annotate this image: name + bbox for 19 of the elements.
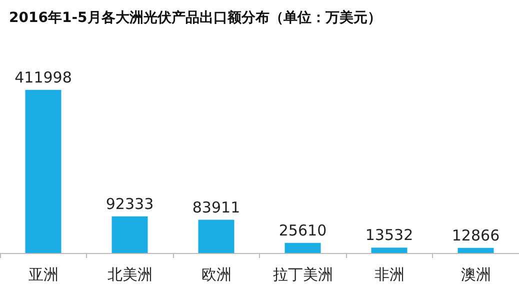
x-tick-label: 北美洲 (107, 266, 152, 284)
data-label: 13532 (365, 226, 414, 244)
data-label: 92333 (106, 194, 154, 213)
data-label: 25610 (278, 221, 327, 240)
bar (371, 248, 408, 253)
bar (458, 248, 494, 253)
x-tick-label: 拉丁美洲 (272, 266, 333, 284)
bar (25, 90, 62, 253)
bar (198, 220, 234, 253)
chart-title: 2016年1-5月各大洲光伏产品出口额分布（单位：万美元） (9, 9, 382, 26)
x-tick-label: 欧洲 (201, 266, 232, 284)
x-tick-label: 非洲 (374, 266, 404, 284)
x-tick-label: 澳洲 (460, 266, 491, 284)
bar (112, 216, 148, 253)
data-label: 83911 (192, 198, 240, 216)
data-label: 12866 (452, 226, 500, 244)
x-tick-label: 亚洲 (28, 266, 58, 284)
data-label: 411998 (14, 68, 72, 86)
bar (284, 242, 321, 253)
